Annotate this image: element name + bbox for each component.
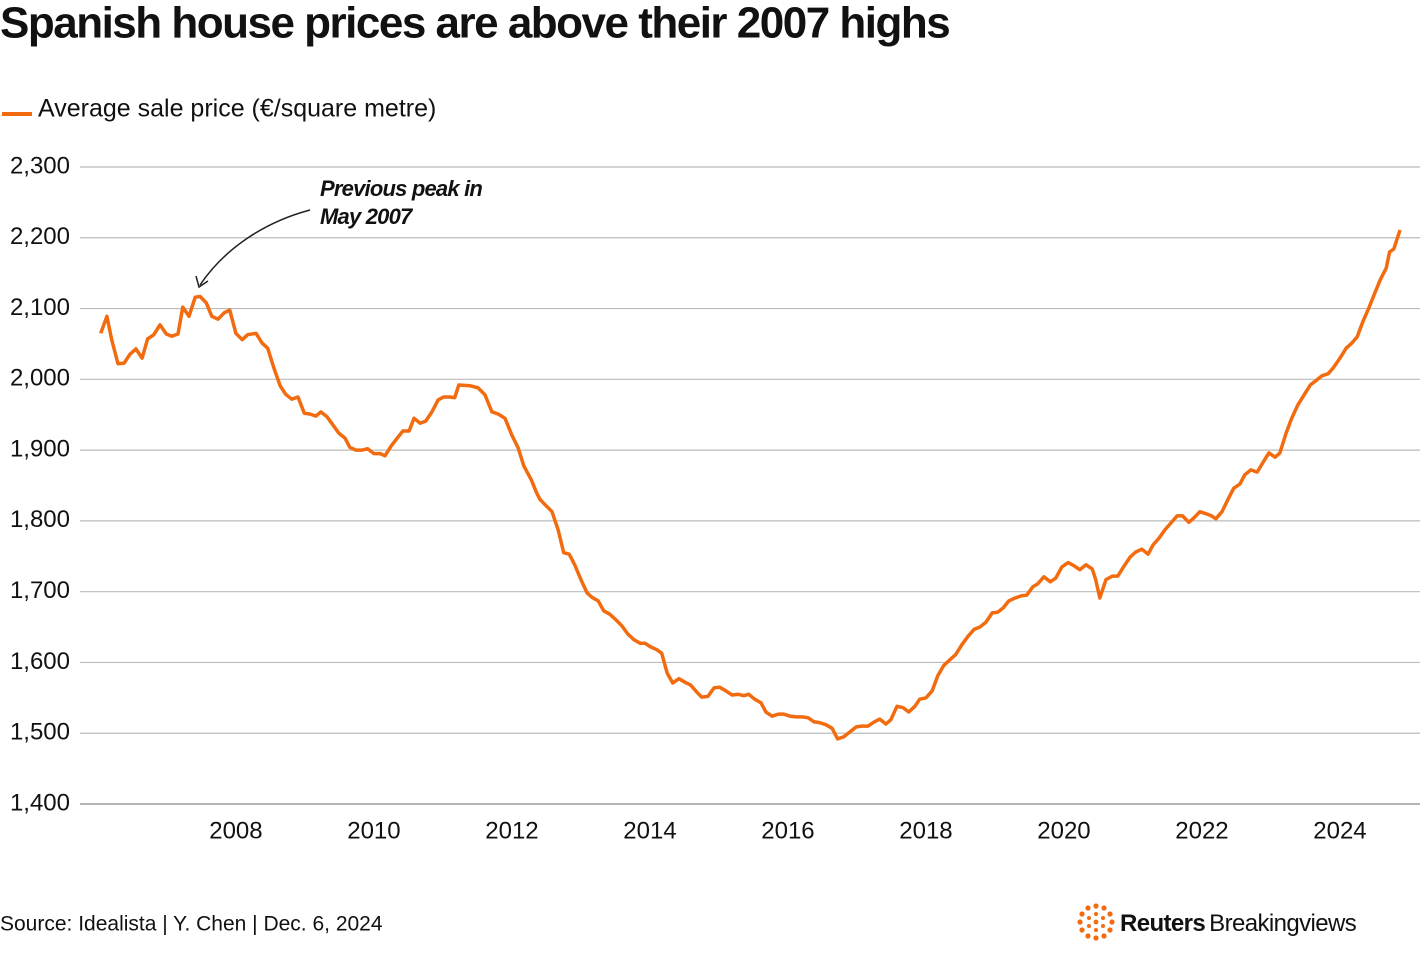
legend: Average sale price (€/square metre) [2,95,436,123]
x-tick-label: 2022 [1175,817,1228,844]
annotation-line: May 2007 [320,204,414,229]
y-tick-label: 1,600 [10,648,70,675]
grid [80,166,1420,805]
x-tick-label: 2012 [485,817,538,844]
logo-brand: Reuters [1120,910,1205,937]
y-tick-label: 2,300 [10,152,70,179]
x-tick-label: 2020 [1037,817,1090,844]
x-tick-label: 2014 [623,817,676,844]
legend-label: Average sale price (€/square metre) [38,95,436,123]
chart-title: Spanish house prices are above their 200… [0,0,949,48]
arrow-head [195,275,209,289]
y-tick-label: 1,400 [10,789,70,816]
logo-icon [1077,903,1115,941]
x-tick-label: 2018 [899,817,952,844]
annotation: Previous peak in May 2007 [195,176,483,289]
x-tick-label: 2008 [209,817,262,844]
y-tick-label: 1,900 [10,435,70,462]
annotation-arrow [199,209,311,286]
x-tick-label: 2024 [1313,817,1366,844]
logo-text: Reuters Breakingviews [1120,910,1357,937]
y-tick-label: 1,700 [10,577,70,604]
y-tick-label: 2,100 [10,294,70,321]
logo-product: Breakingviews [1209,910,1357,937]
data-line [99,229,1402,741]
x-tick-label: 2010 [347,817,400,844]
x-tick-label: 2016 [761,817,814,844]
y-tick-label: 2,000 [10,365,70,392]
logo: Reuters Breakingviews [1077,903,1357,941]
y-tick-label: 2,200 [10,223,70,250]
y-tick-label: 1,500 [10,719,70,746]
source: Source: Idealista | Y. Chen | Dec. 6, 20… [0,913,383,936]
annotation-line: Previous peak in [320,176,482,201]
y-tick-label: 1,800 [10,506,70,533]
